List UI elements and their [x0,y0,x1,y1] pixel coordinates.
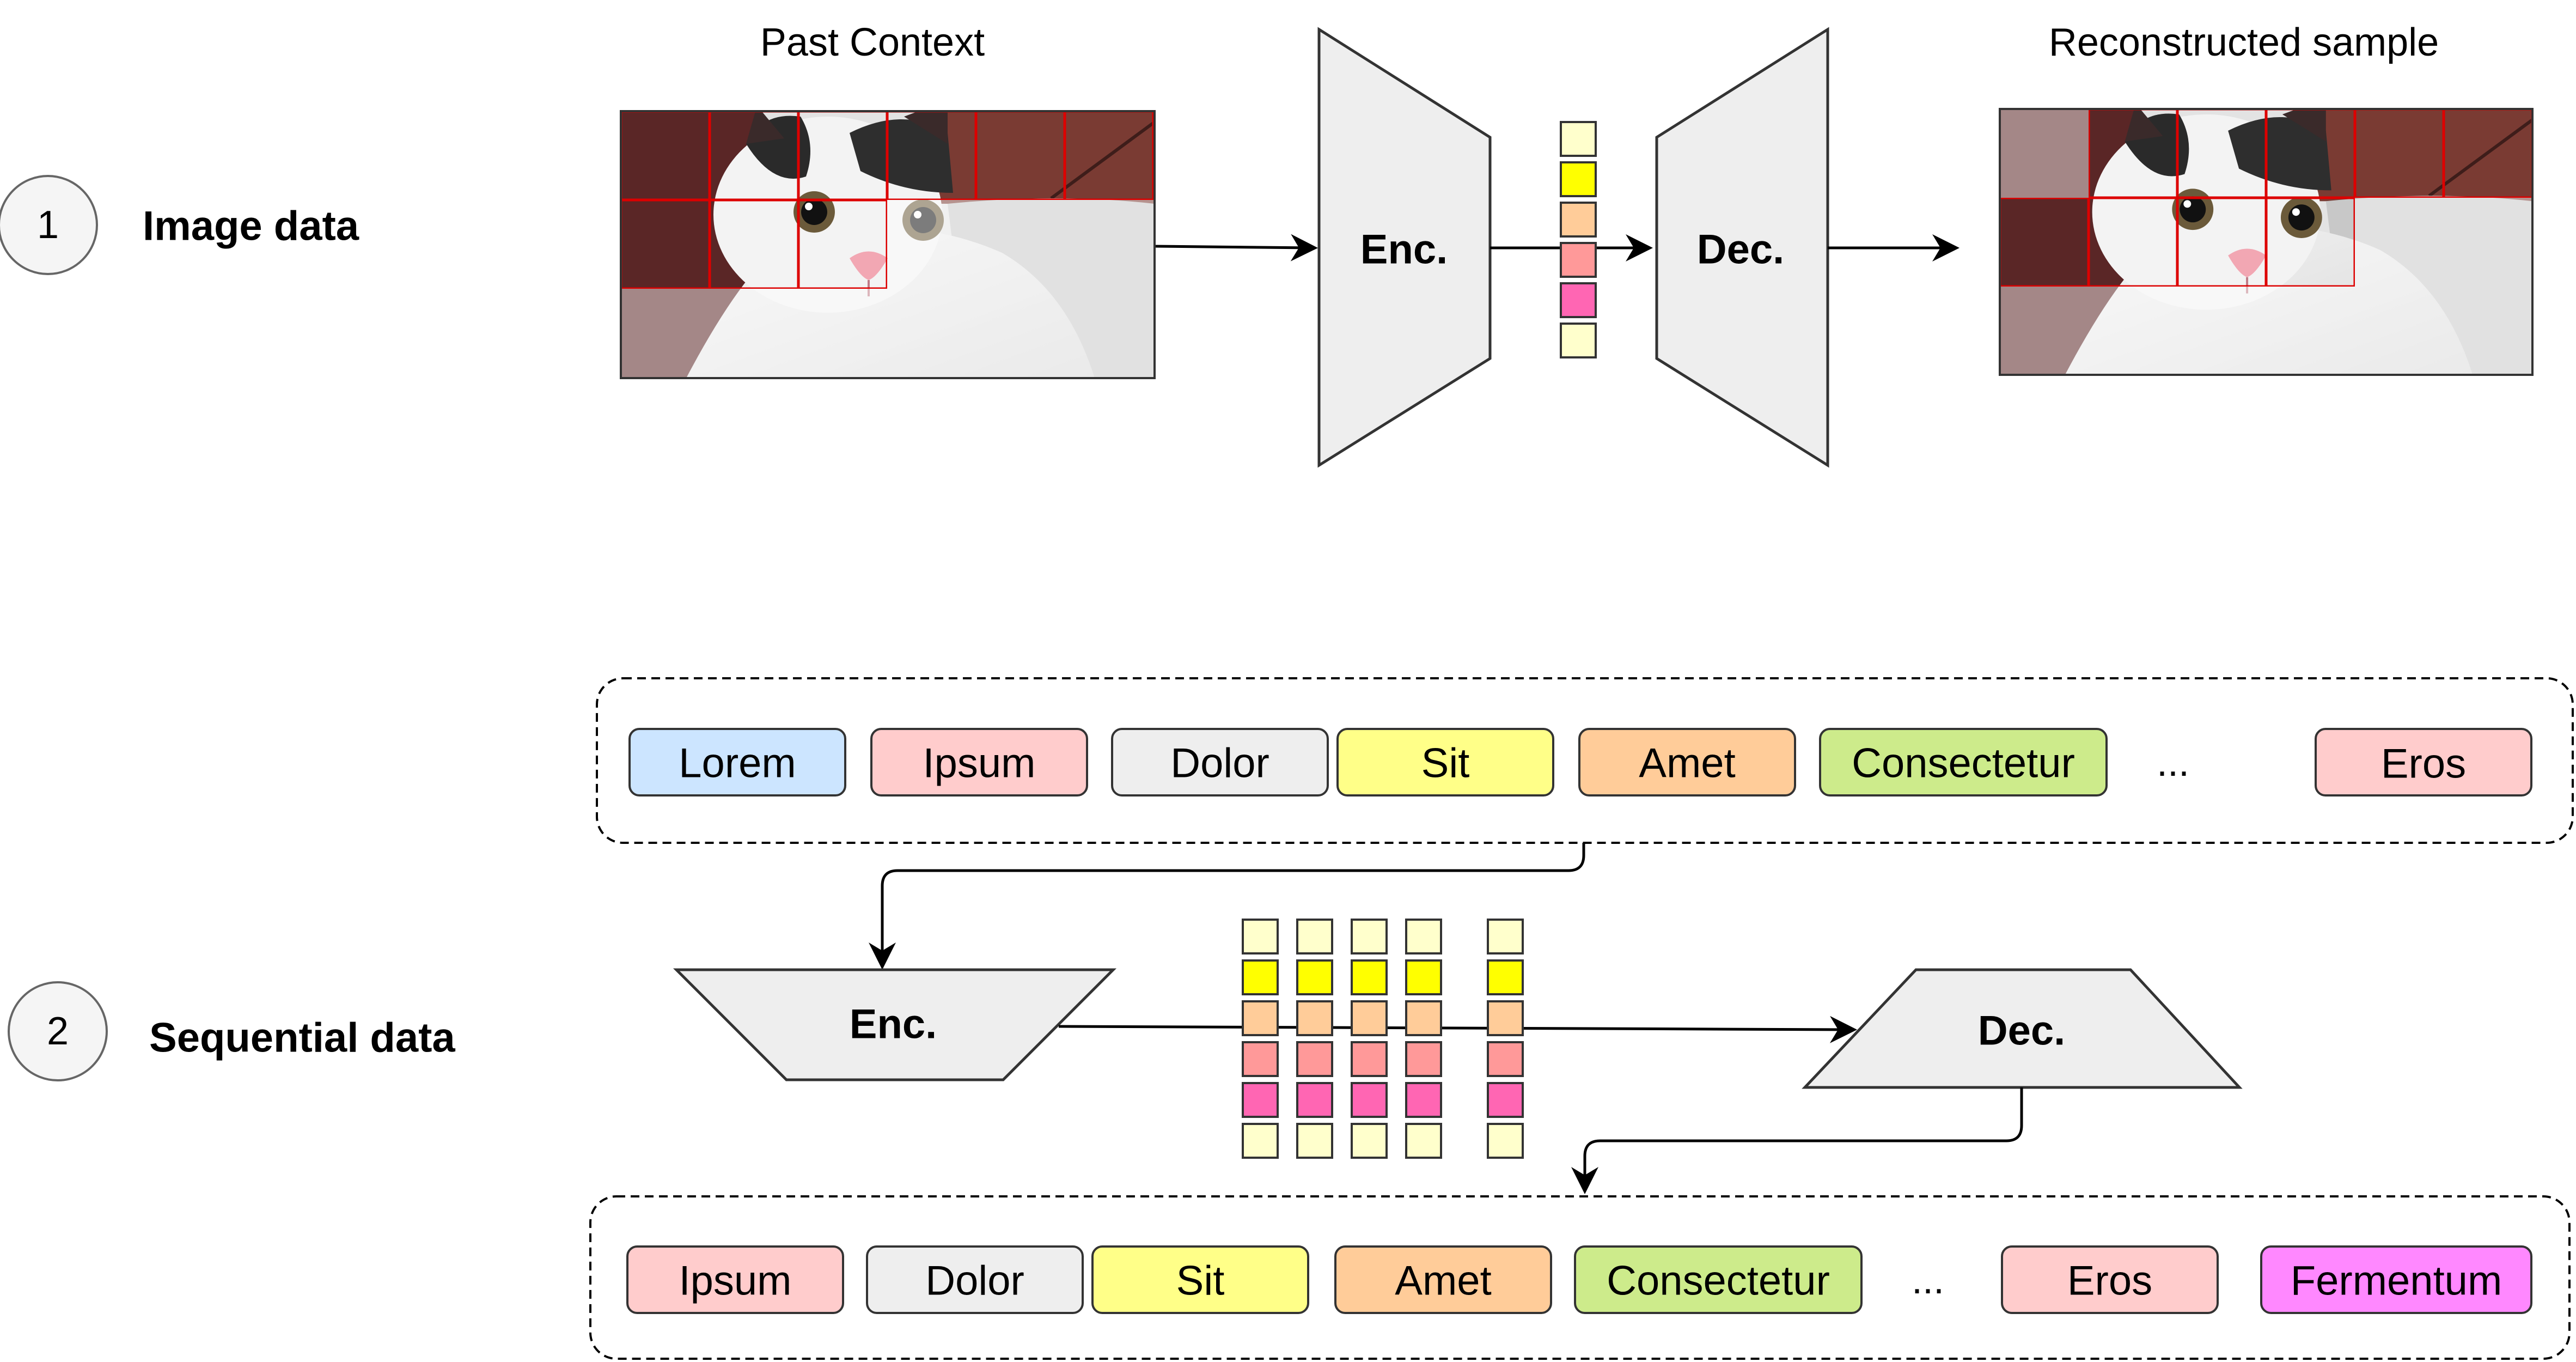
image-latent-cell [1560,323,1597,358]
sequence-latent-cell [1487,1082,1524,1118]
sequence-latent-grid [1242,919,1524,1159]
image-latent-cell [1560,202,1597,238]
arrow-input-to-encoder [869,843,1585,970]
input-token-row: Lorem Ipsum Dolor Sit Amet Consectetur... Eros [628,728,2532,796]
output-sequence-container [589,1195,2571,1360]
sequence-latent-cell [1405,1000,1442,1036]
image-latent-cell [1560,121,1597,157]
sequence-latent-cell [1487,959,1524,995]
sequence-latent-cell [1405,959,1442,995]
section-image-data: 1 Image data Past Context Enc. Dec. [0,21,2534,468]
sequence-latent-cell [1296,959,1333,995]
section-2-number: 2 [47,1010,69,1053]
sequence-latent-cell [1351,959,1388,995]
output-token-tail: Eros [2001,1245,2219,1314]
output-token: Dolor [866,1245,1084,1314]
sequence-latent-cell [1242,1000,1279,1036]
sequence-latent-cell [1487,1041,1524,1077]
past-context-image [620,110,1156,379]
sequence-latent-cell [1405,1041,1442,1077]
sequence-latent-cell [1405,919,1442,954]
sequence-latent-cell [1487,1000,1524,1036]
image-encoder [1317,27,1492,468]
image-decoder-label: Dec. [1697,227,1785,273]
output-token-label: Consectetur [1607,1258,1830,1304]
section-2-label: Sequential data [149,1015,455,1061]
output-token-label: Amet [1395,1258,1491,1304]
sequence-latent-cell [1351,919,1388,954]
output-token-label: Sit [1176,1258,1225,1304]
image-latent-cell [1560,161,1597,197]
input-token: Sit [1336,728,1554,796]
output-token-row: Ipsum Dolor Sit Amet Consectetur... Eros Ferme… [626,1245,2532,1314]
sequence-latent-cell [1487,1123,1524,1159]
sequence-latent-cell [1242,959,1279,995]
sequence-decoder-label: Dec. [1978,1008,2066,1054]
sequence-latent-cell [1296,919,1333,954]
input-token-label: Lorem [679,740,796,787]
output-token: Ipsum [626,1245,844,1314]
output-token: Consectetur [1574,1245,1863,1314]
output-token-tail-label: Fermentum [2291,1258,2502,1304]
sequence-encoder-label: Enc. [850,1001,937,1048]
sequence-latent-cell [1296,1000,1333,1036]
sequence-latent-cell [1405,1082,1442,1118]
sequence-latent-cell [1296,1041,1333,1077]
output-token-tail-label: Eros [2067,1258,2152,1304]
input-token-label: Amet [1639,740,1735,787]
arrow-decoder-to-output [1571,1087,2023,1194]
input-token-last-label: Eros [2381,741,2466,787]
output-token: Sit [1091,1245,1309,1314]
past-context-title: Past Context [760,21,985,64]
sequence-latent-cell [1351,1082,1388,1118]
image-encoder-label: Enc. [1360,227,1448,273]
output-token-tail: Fermentum [2260,1245,2532,1314]
input-ellipsis: ... [2157,741,2189,785]
section-1-label: Image data [143,203,359,250]
sequence-latent-cell [1351,1000,1388,1036]
output-token-label: Ipsum [679,1258,792,1304]
sequence-decoder [1802,968,2243,1089]
arrow-image-to-encoder [1155,234,1318,262]
sequence-latent-cell [1405,1123,1442,1159]
input-token-label: Sit [1421,740,1470,787]
input-token: Consectetur [1819,728,2108,796]
input-token: Amet [1578,728,1796,796]
input-token: Lorem [628,728,846,796]
sequence-latent-cell [1242,1082,1279,1118]
output-token: Amet [1334,1245,1552,1314]
image-latent-vector [1560,121,1597,358]
image-latent-cell [1560,242,1597,278]
input-token: Ipsum [870,728,1088,796]
output-ellipsis: ... [1912,1258,1944,1302]
sequence-latent-cell [1242,1123,1279,1159]
section-1-number-circle [0,175,98,275]
sequence-latent-cell [1296,1123,1333,1159]
sequence-latent-cell [1487,919,1524,954]
image-latent-cell [1560,282,1597,318]
sequence-latent-cell [1351,1041,1388,1077]
sequence-latent-cell [1351,1123,1388,1159]
input-token-last: Eros [2315,728,2532,796]
input-token: Dolor [1111,728,1329,796]
reconstructed-title: Reconstructed sample [2049,21,2439,64]
sequence-latent-cell [1242,1041,1279,1077]
output-token-label: Dolor [925,1258,1024,1304]
input-token-label: Dolor [1170,740,1269,787]
image-decoder [1655,27,1829,468]
sequence-latent-cell [1242,919,1279,954]
sequence-encoder [673,968,1117,1081]
section-sequential-data: 2 Sequential data Lorem Ipsum Dolor Sit Amet… [8,677,2574,1360]
section-2-number-circle [8,981,108,1081]
section-1-number: 1 [37,203,59,247]
input-token-label: Ipsum [923,740,1036,787]
sequence-latent-cell [1296,1082,1333,1118]
input-token-label: Consectetur [1852,740,2075,787]
reconstructed-image [1999,108,2534,376]
